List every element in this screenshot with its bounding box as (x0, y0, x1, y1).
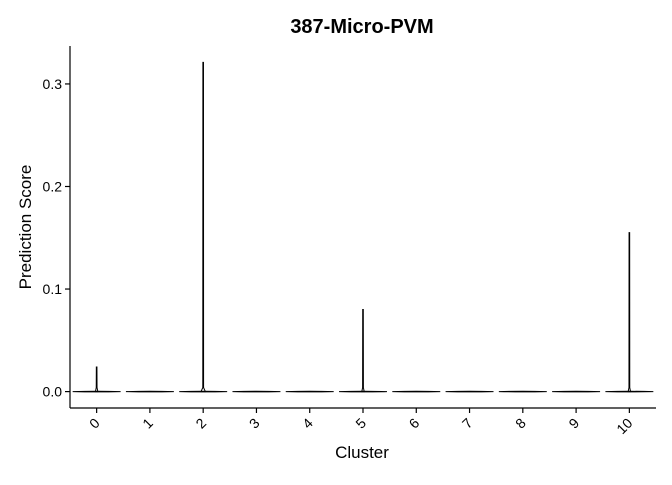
violin-cluster-7 (445, 390, 494, 393)
violin-tail (361, 309, 365, 393)
chart-title: 387-Micro-PVM (290, 16, 433, 38)
violin-body (552, 390, 601, 393)
violin-body (339, 390, 387, 393)
x-tick-label: 3 (246, 415, 263, 432)
x-tick-label: 8 (512, 415, 529, 432)
violin-body (179, 390, 228, 393)
x-tick-label: 6 (406, 415, 423, 432)
x-axis-label: Cluster (335, 443, 389, 462)
y-tick-label: 0.3 (43, 76, 63, 92)
y-axis-label: Prediction Score (16, 165, 35, 290)
violin-cluster-3 (232, 390, 281, 393)
x-tick-label: 5 (352, 415, 369, 432)
violin-tail (627, 232, 632, 393)
y-tick-label: 0.1 (43, 281, 63, 297)
violin-cluster-8 (498, 390, 547, 393)
violin-body (605, 390, 654, 393)
violin-body (232, 390, 281, 393)
x-tick-label: 9 (565, 415, 582, 432)
violin-body (72, 390, 121, 393)
violin-cluster-5 (339, 309, 387, 393)
violin-tail (94, 366, 99, 393)
x-tick-label: 0 (86, 415, 103, 432)
violin-body (392, 390, 441, 393)
violin-body (498, 390, 547, 393)
violin-cluster-4 (285, 390, 334, 393)
violin-cluster-10 (605, 232, 654, 393)
violin-cluster-9 (552, 390, 601, 393)
violin-tail (200, 61, 207, 393)
violin-cluster-2 (179, 61, 228, 393)
violin-cluster-0 (72, 366, 121, 393)
violin-cluster-6 (392, 390, 441, 393)
violin-cluster-1 (125, 390, 174, 393)
x-tick-label: 7 (459, 415, 476, 432)
x-tick-label: 4 (299, 415, 316, 432)
x-tick-label: 1 (139, 415, 156, 432)
y-tick-label: 0.0 (43, 384, 63, 400)
violin-body (445, 390, 494, 393)
violin-body (125, 390, 174, 393)
y-tick-label: 0.2 (43, 178, 63, 194)
violin-body (285, 390, 334, 393)
x-tick-label: 10 (613, 415, 635, 437)
x-tick-label: 2 (192, 415, 209, 432)
